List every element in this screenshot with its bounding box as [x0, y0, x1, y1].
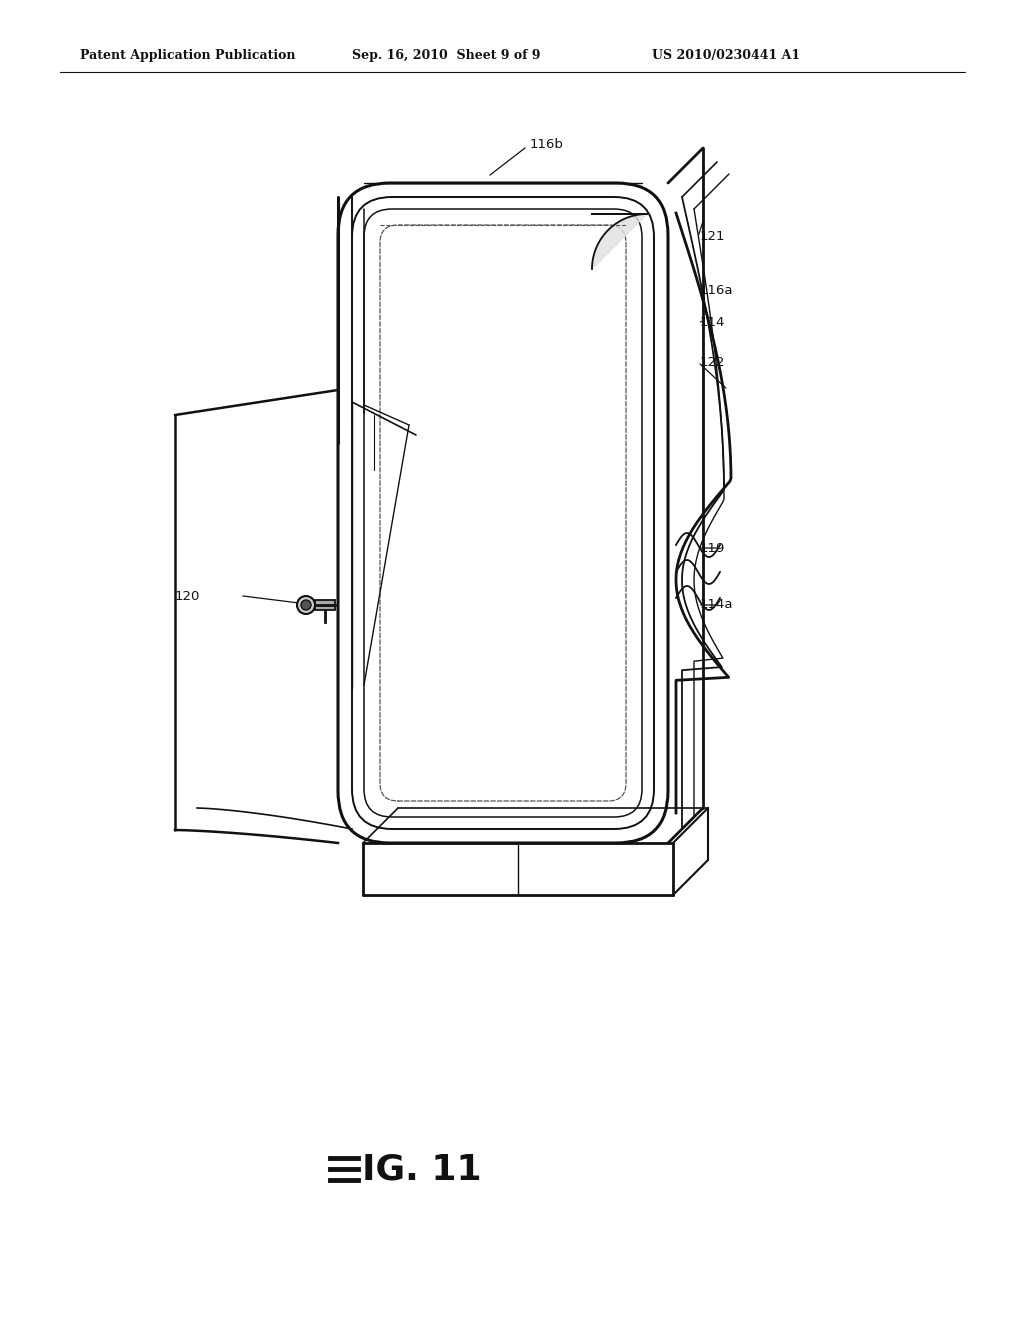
- Circle shape: [297, 597, 315, 614]
- Polygon shape: [592, 214, 647, 269]
- Text: Sep. 16, 2010  Sheet 9 of 9: Sep. 16, 2010 Sheet 9 of 9: [352, 49, 541, 62]
- Text: IG. 11: IG. 11: [362, 1152, 481, 1185]
- Bar: [315, 601, 335, 610]
- Text: 121: 121: [700, 231, 725, 243]
- Text: 122: 122: [700, 355, 725, 368]
- Text: 114a: 114a: [700, 598, 733, 611]
- Text: 116a: 116a: [700, 284, 733, 297]
- Text: 119: 119: [700, 541, 725, 554]
- Text: 116b: 116b: [530, 139, 564, 152]
- Circle shape: [301, 601, 311, 610]
- Text: 120: 120: [175, 590, 201, 602]
- Text: 114: 114: [700, 317, 725, 330]
- Text: US 2010/0230441 A1: US 2010/0230441 A1: [652, 49, 800, 62]
- Text: Patent Application Publication: Patent Application Publication: [80, 49, 296, 62]
